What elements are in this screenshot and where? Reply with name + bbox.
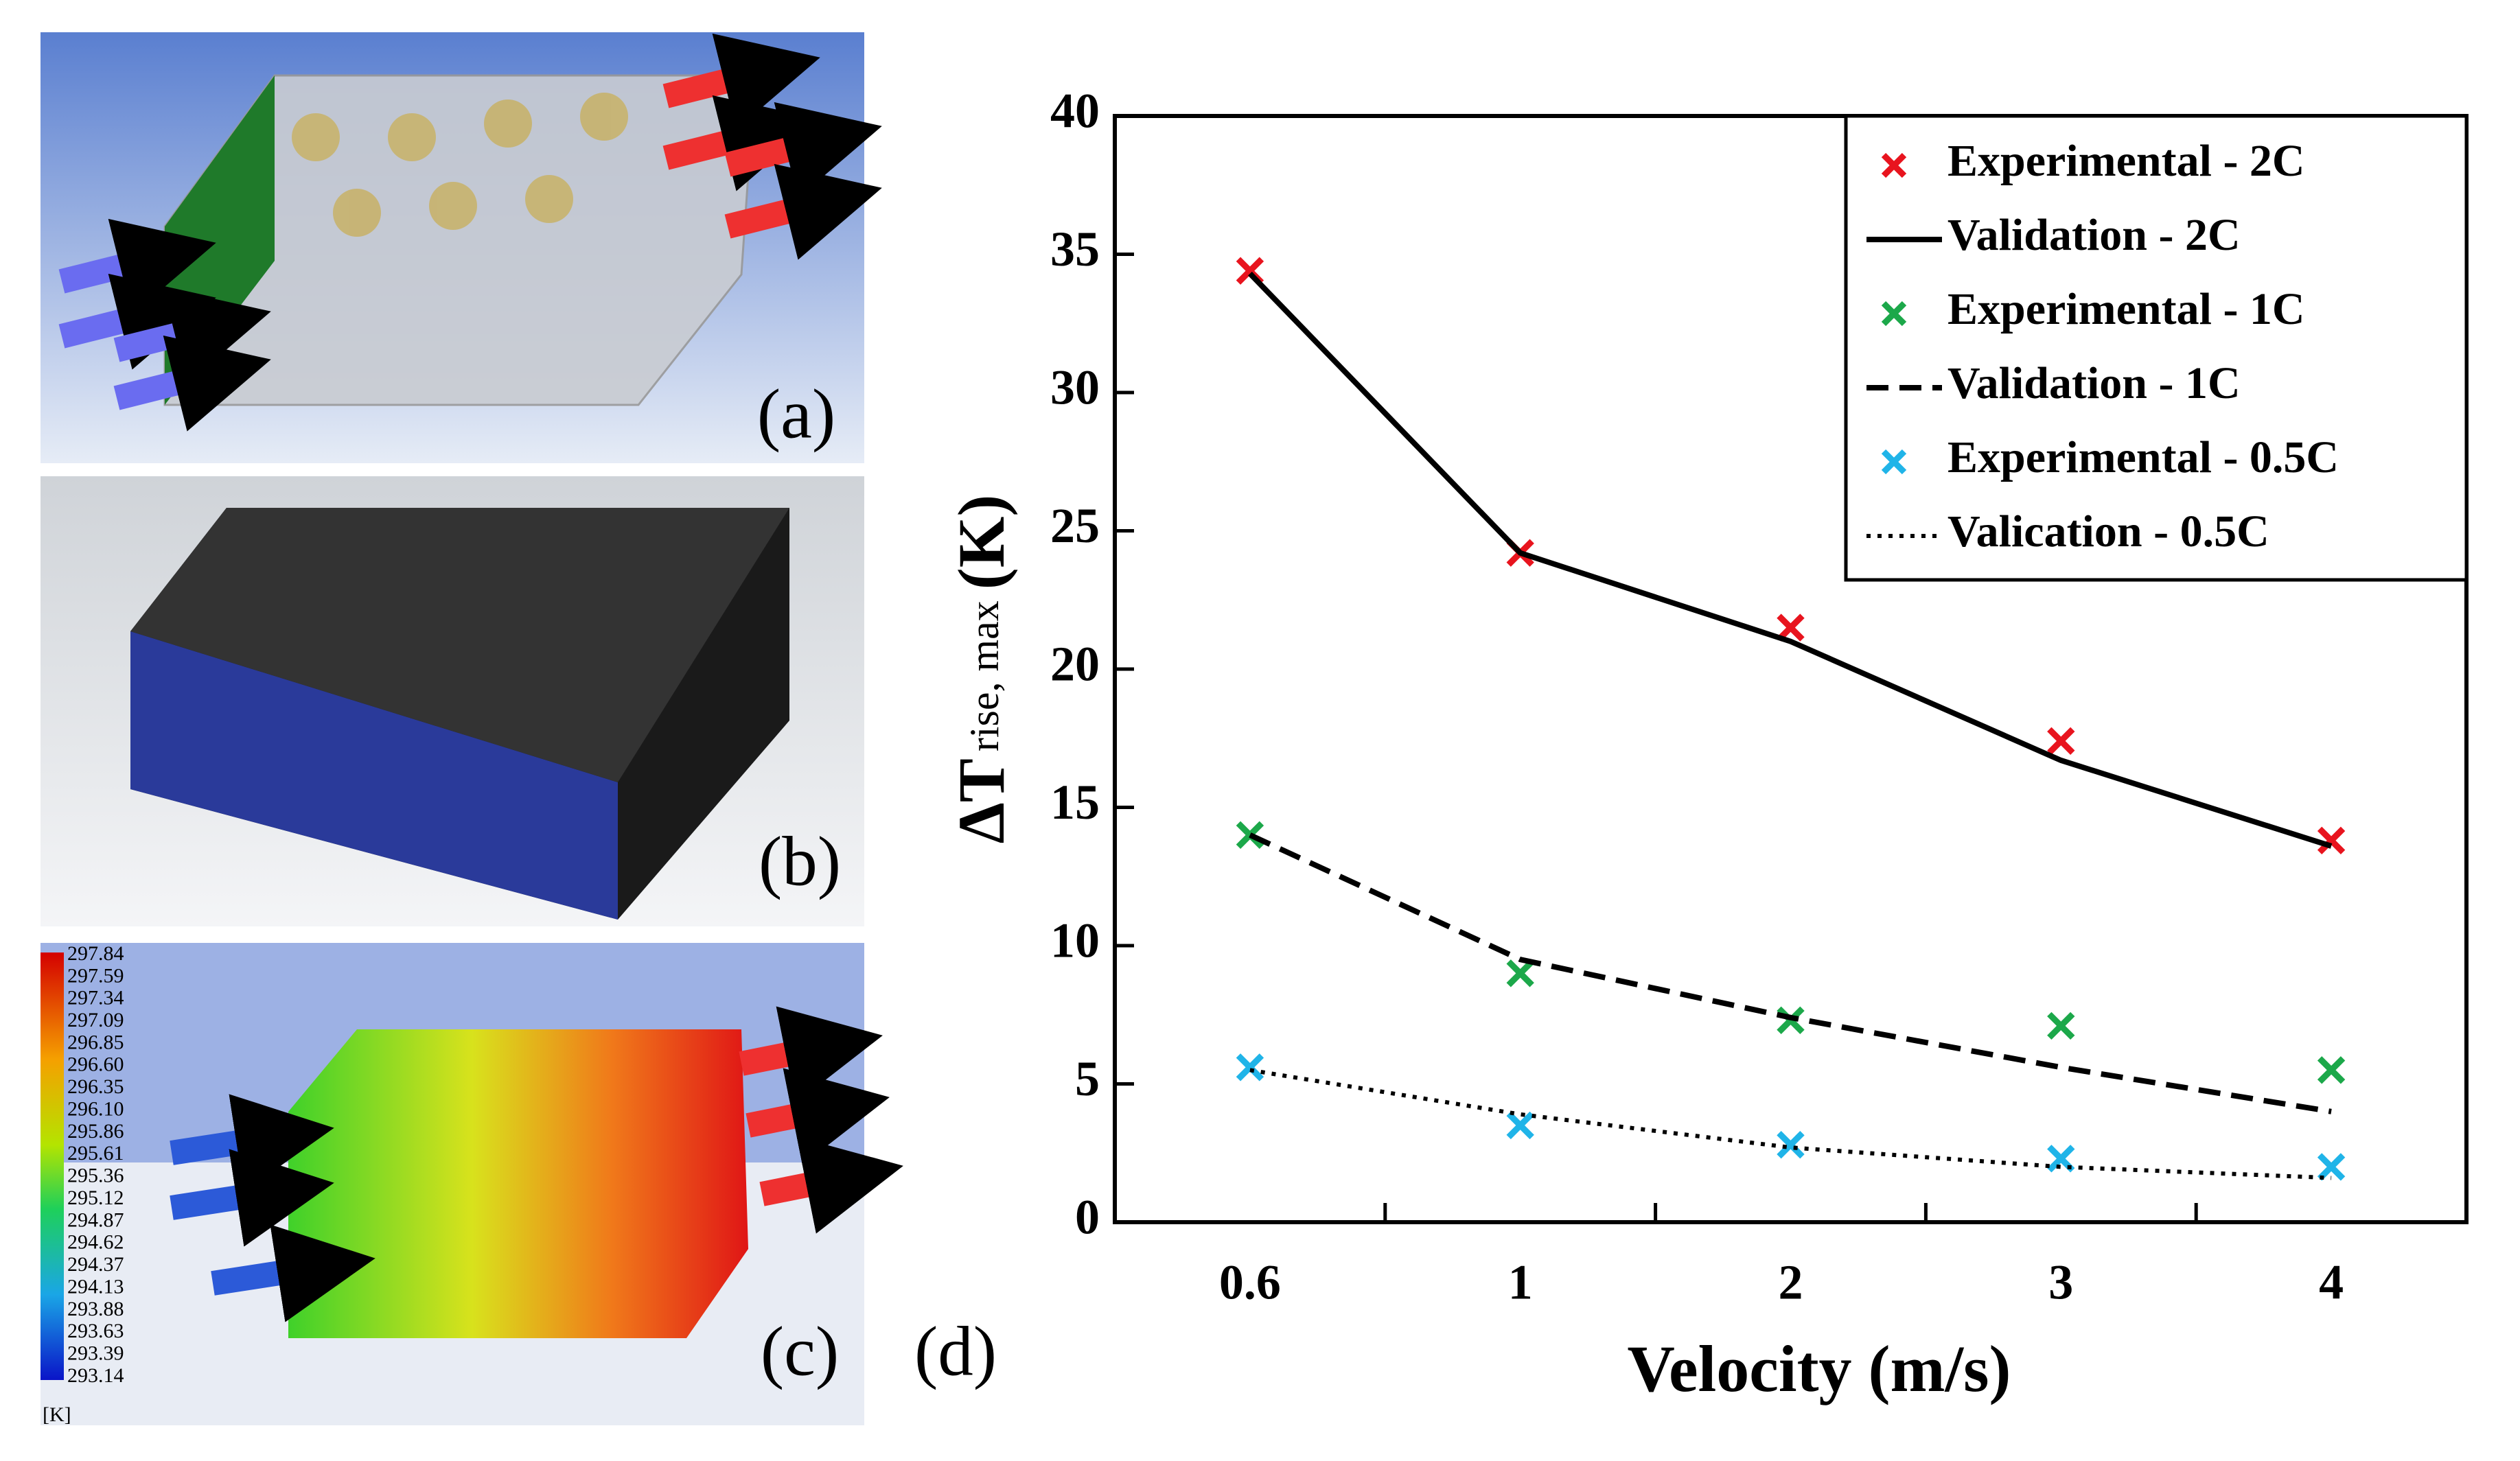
- panel-label: (c): [761, 1313, 839, 1391]
- y-tick-label: 10: [1050, 913, 1100, 968]
- x-axis-label: Velocity (m/s): [1628, 1332, 2011, 1405]
- marker-stroke: [1506, 1111, 1534, 1140]
- data-point: [1506, 959, 1534, 987]
- colorbar-tick-label: 293.39: [67, 1342, 124, 1365]
- colorbar-tick-label: 294.13: [67, 1275, 124, 1298]
- panel-b-image: [41, 476, 864, 926]
- y-tick-label: 25: [1050, 498, 1100, 553]
- data-point: [1777, 613, 1805, 642]
- panel-a-image: [41, 32, 882, 463]
- colorbar-tick-label: 297.09: [67, 1009, 124, 1031]
- data-point: [1236, 1053, 1264, 1082]
- x-tick-label: 1: [1508, 1255, 1533, 1310]
- marker-stroke: [1506, 959, 1534, 987]
- colorbar-tick-label: 297.34: [67, 987, 124, 1009]
- data-point: [2047, 727, 2075, 755]
- colorbar-tick-label: 294.62: [67, 1231, 124, 1254]
- legend-swatch: [1881, 449, 1907, 475]
- y-axis-label: ΔT rise, max (K): [945, 495, 1018, 844]
- colorbar-tick-label: 295.61: [67, 1142, 124, 1165]
- data-point: [2317, 826, 2346, 855]
- marker-stroke: [1236, 257, 1264, 285]
- panel-label: (b): [759, 823, 841, 901]
- data-point: [2317, 1153, 2346, 1181]
- data-point: [2317, 1056, 2346, 1084]
- panel-label: (a): [757, 375, 835, 454]
- colorbar-tick-label: 295.86: [67, 1120, 124, 1143]
- y-tick-label: 5: [1075, 1051, 1100, 1106]
- marker-stroke: [1881, 449, 1907, 475]
- marker-stroke: [2317, 826, 2346, 855]
- x-tick-label: 4: [2319, 1255, 2344, 1310]
- x-tick-label: 2: [1779, 1255, 1803, 1310]
- y-tick-label: 35: [1050, 222, 1100, 277]
- marker-stroke: [2047, 727, 2075, 755]
- y-tick-label: 30: [1050, 360, 1100, 415]
- colorbar-tick-label: 293.63: [67, 1320, 124, 1342]
- colorbar-tick-label: 296.60: [67, 1053, 124, 1076]
- y-tick-label: 15: [1050, 775, 1100, 830]
- marker-stroke: [2317, 1056, 2346, 1084]
- panel-label: (d): [914, 1313, 997, 1391]
- colorbar-tick-label: 297.84: [67, 942, 124, 965]
- colorbar-tick-label: 295.36: [67, 1165, 124, 1187]
- legend-label: Validation - 2C: [1947, 210, 2241, 260]
- marker-stroke: [1777, 1130, 1805, 1159]
- y-tick-label: 20: [1050, 637, 1100, 692]
- legend-swatch: [1881, 301, 1907, 327]
- colorbar-tick-label: 294.87: [67, 1208, 124, 1231]
- legend-box: [1844, 114, 2469, 582]
- colorbar-tick-label: 297.59: [67, 964, 124, 987]
- legend-label: Experimental - 2C: [1947, 136, 2305, 186]
- marker-stroke: [1777, 613, 1805, 642]
- data-point: [2047, 1012, 2075, 1040]
- colorbar-unit: [K]: [43, 1403, 71, 1426]
- data-point: [1506, 1111, 1534, 1140]
- marker-stroke: [1881, 301, 1907, 327]
- series-line: [1248, 271, 2333, 849]
- y-label-sub: rise, max: [962, 600, 1007, 751]
- marker-stroke: [2047, 1012, 2075, 1040]
- x-tick-label: 3: [2048, 1255, 2073, 1310]
- panel-c-image: [41, 943, 903, 1425]
- y-tick-label: 0: [1075, 1190, 1100, 1245]
- y-tick-label: 40: [1050, 84, 1100, 139]
- colorbar-tick-label: 296.85: [67, 1031, 124, 1053]
- legend-label: Experimental - 0.5C: [1947, 432, 2339, 482]
- colorbar-tick-label: 296.10: [67, 1097, 124, 1120]
- colorbar-tick-label: 296.35: [67, 1075, 124, 1098]
- series-line: [1249, 832, 2332, 1114]
- legend-label: Experimental - 1C: [1947, 284, 2305, 334]
- x-tick-label: 0.6: [1219, 1255, 1281, 1310]
- y-label-unit: (K): [945, 495, 1018, 590]
- colorbar-tick-label: 295.12: [67, 1187, 124, 1209]
- legend-swatch: [1881, 152, 1907, 178]
- marker-stroke: [1881, 152, 1907, 178]
- marker-stroke: [2047, 1145, 2075, 1173]
- marker-stroke: [1236, 1053, 1264, 1082]
- data-point: [1777, 1130, 1805, 1159]
- colorbar-tick-label: 293.88: [67, 1298, 124, 1320]
- colorbar-tick-label: 294.37: [67, 1253, 124, 1276]
- y-label-main: ΔT: [945, 758, 1018, 843]
- legend-label: Validation - 1C: [1947, 358, 2241, 408]
- marker-stroke: [2317, 1153, 2346, 1181]
- colorbar-tick-label: 293.14: [67, 1364, 124, 1387]
- legend-label: Valication - 0.5C: [1947, 506, 2269, 557]
